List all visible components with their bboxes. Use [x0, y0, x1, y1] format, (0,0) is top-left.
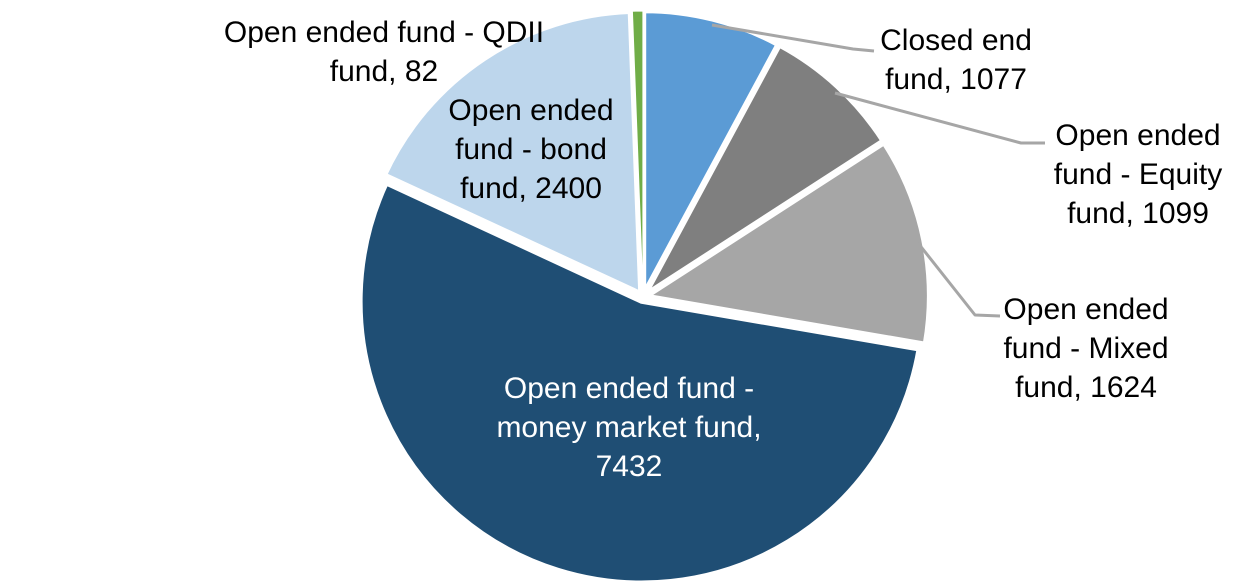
pie-slice-qdii-fund[interactable]: [631, 10, 644, 293]
equity-fund-label-line: Open ended: [1055, 119, 1221, 152]
mixed-fund-label: Open ended fund - Mixed fund, 1624: [1003, 290, 1168, 407]
qdii-fund-label-line: fund, 82: [329, 55, 439, 88]
leader-line-mixed-fund-label: [916, 242, 1001, 318]
closed-end-fund-label: Closed end fund, 1077: [880, 21, 1032, 99]
equity-fund-label-line: fund, 1099: [1067, 197, 1209, 230]
mixed-fund-label-line: fund, 1624: [1015, 371, 1157, 404]
money-market-fund-label-line: money market fund,: [496, 411, 762, 444]
money-market-fund-label-line: 7432: [595, 450, 663, 483]
mixed-fund-label-line: fund - Mixed: [1003, 332, 1169, 365]
closed-end-fund-label-line: fund, 1077: [885, 63, 1027, 96]
pie-slice-closed-end-fund[interactable]: [642, 9, 780, 295]
pie-slice-bond-fund[interactable]: [383, 10, 643, 295]
bond-fund-label-line: fund, 2400: [460, 172, 602, 205]
qdii-fund-label: Open ended fund - QDII fund, 82: [224, 13, 544, 91]
bond-fund-label-line: fund - bond: [455, 133, 607, 166]
pie-slice-equity-fund[interactable]: [644, 43, 885, 296]
pie-slice-money-market-fund[interactable]: [358, 181, 921, 584]
bond-fund-label: Open ended fund - bond fund, 2400: [448, 91, 613, 208]
pie-slice-mixed-fund[interactable]: [645, 141, 931, 346]
leader-line-equity-fund-label: [834, 91, 1045, 145]
equity-fund-label-line: fund - Equity: [1053, 158, 1223, 191]
mixed-fund-label-line: Open ended: [1003, 293, 1169, 326]
qdii-fund-label-line: Open ended fund - QDII: [223, 16, 545, 49]
leader-line-closed-end-fund-label: [711, 23, 875, 53]
bond-fund-label-line: Open ended: [448, 94, 614, 127]
closed-end-fund-label-line: Closed end: [880, 24, 1032, 57]
money-market-fund-label: Open ended fund - money market fund, 7432: [496, 369, 761, 486]
money-market-fund-label-line: Open ended fund -: [503, 372, 755, 405]
equity-fund-label: Open ended fund - Equity fund, 1099: [1054, 116, 1222, 233]
